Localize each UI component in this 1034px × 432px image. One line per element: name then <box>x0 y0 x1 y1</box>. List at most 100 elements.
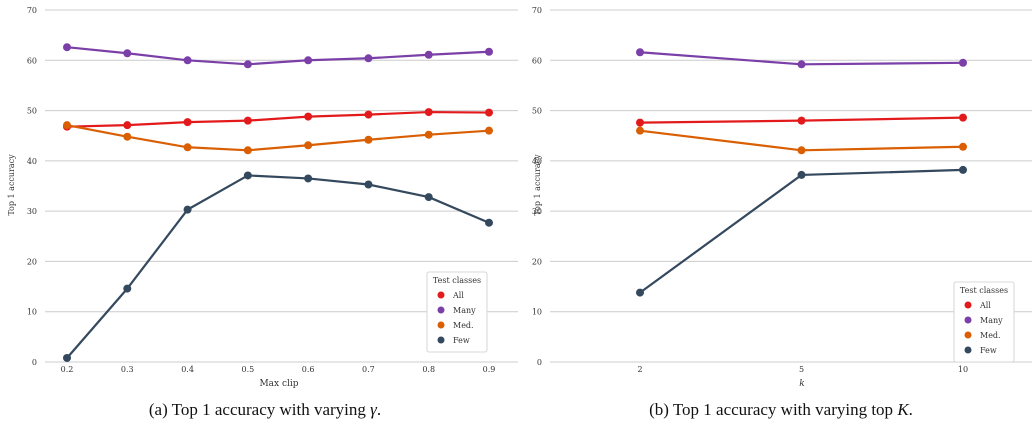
data-point-med <box>183 143 192 152</box>
legend: Test classes All Many Med. Few <box>426 271 488 353</box>
data-point-med <box>959 142 967 151</box>
legend-label-many: Many <box>453 306 476 315</box>
caption-b-text: (b) Top 1 accuracy with varying top <box>649 400 898 419</box>
y-axis-label: Top 1 accuracy <box>7 154 16 216</box>
caption-a-symbol: γ <box>370 400 377 419</box>
data-point-many <box>183 56 192 65</box>
y-tick-label: 0 <box>32 358 37 367</box>
data-point-few <box>636 288 644 297</box>
caption-a-end: . <box>376 400 382 419</box>
data-point-many <box>123 49 132 58</box>
legend: Test classes All Many Med. Few <box>953 281 1015 363</box>
legend-marker-med <box>964 331 972 339</box>
data-point-few <box>123 284 132 293</box>
x-tick-label: 0.4 <box>181 365 194 374</box>
data-point-all <box>797 116 806 125</box>
caption-b-symbol: K <box>897 400 909 419</box>
data-point-all <box>364 110 373 119</box>
data-point-few <box>797 170 806 179</box>
data-point-med <box>123 132 132 141</box>
data-point-all <box>123 121 132 130</box>
data-point-all <box>243 116 252 125</box>
data-point-med <box>304 141 313 150</box>
data-point-all <box>304 112 313 121</box>
y-tick-label: 10 <box>27 308 37 317</box>
y-tick-label: 50 <box>27 107 37 116</box>
data-point-med <box>63 121 71 130</box>
legend-marker-many <box>437 306 445 314</box>
data-point-few <box>485 218 493 227</box>
y-tick-label: 70 <box>532 6 542 15</box>
data-point-med <box>364 135 373 144</box>
legend-marker-all <box>964 301 972 309</box>
data-point-med <box>636 126 644 135</box>
y-tick-label: 30 <box>532 207 542 216</box>
data-point-few <box>304 174 313 183</box>
x-tick-label: 0.2 <box>61 365 74 374</box>
data-point-med <box>243 146 252 155</box>
legend-label-all: All <box>979 301 991 310</box>
data-point-all <box>183 118 192 127</box>
legend-label-med: Med. <box>980 331 1001 340</box>
y-tick-label: 10 <box>532 308 542 317</box>
data-point-many <box>636 48 644 57</box>
legend-marker-few <box>964 346 972 354</box>
series-line-few <box>639 168 964 294</box>
x-tick-label: 0.6 <box>302 365 315 374</box>
data-point-all <box>424 108 433 117</box>
data-point-many <box>243 60 252 69</box>
y-tick-label: 30 <box>27 207 37 216</box>
x-tick-label: 0.5 <box>241 365 254 374</box>
x-tick-label: 0.8 <box>422 365 435 374</box>
data-point-many <box>364 54 373 63</box>
chart-panel-b: 0 10 20 30 40 50 60 70 2 5 10 k Top 1 accuracy Test c… <box>532 6 1032 389</box>
x-axis-label: Max clip <box>259 379 298 389</box>
y-tick-label: 50 <box>532 107 542 116</box>
data-point-few <box>364 180 373 189</box>
data-point-many <box>485 47 493 56</box>
legend-marker-all <box>437 291 445 299</box>
x-tick-label: 0.9 <box>483 365 496 374</box>
data-point-many <box>797 60 806 69</box>
legend-marker-few <box>437 336 445 344</box>
data-point-few <box>183 205 192 214</box>
legend-title: Test classes <box>960 286 1008 295</box>
y-tick-label: 20 <box>532 257 542 266</box>
data-point-med <box>424 130 433 139</box>
data-point-many <box>424 50 433 59</box>
series-line-few <box>66 174 490 359</box>
data-point-all <box>959 113 967 122</box>
legend-marker-many <box>964 316 972 324</box>
y-axis-label: Top 1 accuracy <box>533 154 542 216</box>
x-tick-label: 2 <box>637 365 642 374</box>
x-tick-label: 0.7 <box>362 365 375 374</box>
data-point-many <box>959 58 967 67</box>
y-tick-label: 40 <box>27 157 37 166</box>
legend-label-med: Med. <box>453 321 474 330</box>
y-tick-label: 0 <box>537 358 542 367</box>
data-point-few <box>424 193 433 202</box>
legend-label-few: Few <box>453 336 470 345</box>
chart-panel-a: 0 10 20 30 40 50 60 70 0.2 0.3 0.4 0.5 0.6 0.7 0.8 0.9 M… <box>7 6 518 389</box>
x-tick-label: 10 <box>958 365 968 374</box>
caption-a-text: (a) Top 1 accuracy with varying <box>148 400 371 419</box>
data-point-few <box>63 353 71 362</box>
legend-label-few: Few <box>980 346 997 355</box>
x-tick-label: 0.3 <box>121 365 134 374</box>
series-line-med <box>66 124 490 152</box>
data-point-all <box>485 108 493 117</box>
caption-b: (b) Top 1 accuracy with varying top K. <box>528 400 1034 420</box>
legend-marker-med <box>437 321 445 329</box>
data-point-few <box>959 165 967 174</box>
caption-a: (a) Top 1 accuracy with varying γ. <box>0 400 530 420</box>
legend-label-all: All <box>452 291 464 300</box>
series-line-all <box>66 110 490 128</box>
data-point-many <box>304 56 313 65</box>
data-point-many <box>63 43 71 52</box>
data-point-med <box>485 126 493 135</box>
data-point-med <box>797 146 806 155</box>
x-axis-label: k <box>799 379 804 389</box>
caption-b-end: . <box>908 400 913 419</box>
x-tick-label: 5 <box>799 365 804 374</box>
y-tick-label: 40 <box>532 157 542 166</box>
